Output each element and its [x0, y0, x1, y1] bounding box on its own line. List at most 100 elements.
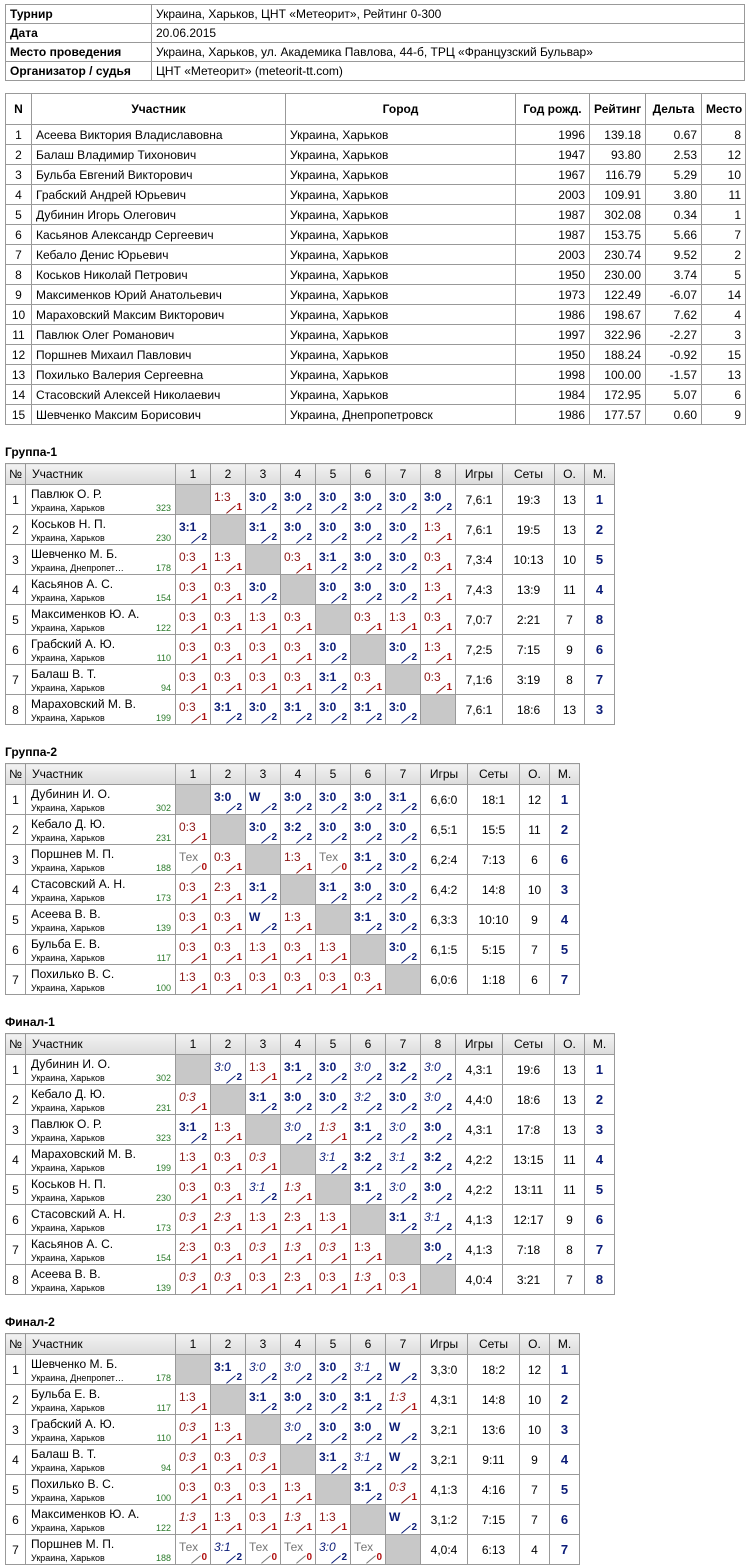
match-result: 3:0 2	[280, 1384, 316, 1415]
place: 8	[584, 604, 615, 635]
match-score: 0:3	[214, 1150, 231, 1164]
match-score: 2:3	[214, 1210, 231, 1224]
match-score: 0:3	[179, 1270, 196, 1284]
sets: 7:13	[467, 844, 520, 875]
slash	[401, 565, 411, 574]
match-score: 3:1	[319, 1150, 336, 1164]
slash	[226, 1225, 236, 1234]
slash	[366, 565, 376, 574]
cell: 230.74	[589, 244, 646, 265]
slash	[191, 625, 201, 634]
match-score: 0:3	[249, 1450, 266, 1464]
slash	[366, 1135, 376, 1144]
cell: 1973	[515, 284, 590, 305]
match-result: 3:0 2	[280, 1354, 316, 1385]
games: 4,3:1	[455, 1114, 503, 1145]
cell: 2.53	[645, 144, 702, 165]
points: 9	[519, 904, 550, 935]
match-result: 0:3 1	[210, 634, 246, 665]
cell: -1.57	[645, 364, 702, 385]
cell: 1950	[515, 344, 590, 365]
row-number: 7	[5, 964, 26, 995]
match-score: 3:0	[319, 1540, 336, 1554]
match-points: 1	[201, 1192, 207, 1203]
slash	[226, 1525, 236, 1534]
games: 6,4:2	[420, 874, 468, 905]
row-number: 6	[5, 1204, 26, 1235]
match-score: 1:3	[214, 1510, 231, 1524]
sets: 13:9	[502, 574, 555, 605]
match-result: 3:0 2	[420, 1114, 456, 1145]
slash	[191, 1465, 201, 1474]
slash	[261, 685, 271, 694]
self-cell	[175, 1054, 211, 1085]
cell: 11	[701, 184, 746, 205]
row-number: 7	[5, 1534, 26, 1565]
column-header: Год рожд.	[515, 93, 590, 125]
column-header: Игры	[455, 1033, 503, 1055]
slash	[261, 1525, 271, 1534]
match-result: 1:3 1	[280, 1234, 316, 1265]
column-header: 7	[385, 1333, 421, 1355]
match-score: 3:0	[354, 880, 372, 894]
slash	[331, 805, 341, 814]
slash	[296, 955, 306, 964]
cell: 15	[5, 404, 32, 425]
slash	[331, 895, 341, 904]
column-header: 7	[385, 763, 421, 785]
slash	[191, 895, 201, 904]
slash	[366, 1555, 376, 1564]
slash	[191, 1435, 201, 1444]
match-score: 3:2	[284, 820, 302, 834]
slash	[366, 1105, 376, 1114]
points: 7	[519, 1474, 550, 1505]
match-score: 0:3	[424, 670, 441, 684]
column-header: Сеты	[502, 1033, 555, 1055]
match-score: 3:1	[354, 1360, 371, 1374]
match-result: 3:0 2	[210, 1054, 246, 1085]
points: 10	[519, 1384, 550, 1415]
slash	[191, 1285, 201, 1294]
player: Максименков Ю. А. Украина, Харьков 122	[25, 604, 176, 635]
cell: Украина, Харьков	[285, 144, 516, 165]
match-points: 2	[341, 1102, 347, 1113]
sets: 10:13	[502, 544, 555, 575]
player-name: Шевченко М. Б.	[31, 547, 118, 561]
slash	[191, 1135, 201, 1144]
match-result: 0:3 1	[245, 664, 281, 695]
match-points: 1	[201, 682, 207, 693]
sets: 13:6	[467, 1414, 520, 1445]
match-points: 1	[341, 982, 347, 993]
cell: Украина, Харьков	[285, 344, 516, 365]
match-score: 3:0	[284, 1420, 301, 1434]
slash	[261, 655, 271, 664]
cell: 1987	[515, 204, 590, 225]
slash	[401, 835, 411, 844]
slash	[401, 1165, 411, 1174]
match-points: 2	[271, 1102, 277, 1113]
games: 7,6:1	[455, 484, 503, 515]
player-row: 1 Дубинин И. О. Украина, Харьков 302 3:0 2 W 2 3…	[5, 784, 580, 815]
slash	[436, 505, 446, 514]
match-points: 2	[376, 502, 382, 513]
match-result: 3:1 2	[280, 1054, 316, 1085]
cell: Украина, Харьков	[285, 284, 516, 305]
match-result: 3:1 2	[245, 1084, 281, 1115]
cell: Украина, Харьков	[285, 124, 516, 145]
match-score: 3:0	[319, 790, 337, 804]
player-name: Шевченко М. Б.	[31, 1357, 118, 1371]
match-score: 0:3	[249, 1480, 266, 1494]
cell: 3.74	[645, 264, 702, 285]
slash	[366, 1405, 376, 1414]
place: 4	[549, 1444, 580, 1475]
player-name: Бульба Е. В.	[31, 937, 101, 951]
match-result: 3:0 2	[245, 1354, 281, 1385]
match-points: 2	[411, 1222, 417, 1233]
match-result: 3:1 2	[315, 544, 351, 575]
match-result: 0:3 1	[210, 1174, 246, 1205]
match-result: 3:0 2	[245, 694, 281, 725]
match-result: 0:3 1	[175, 1264, 211, 1295]
match-points: 2	[411, 1522, 417, 1533]
match-score: 3:0	[319, 520, 337, 534]
match-score: 3:1	[179, 520, 197, 534]
